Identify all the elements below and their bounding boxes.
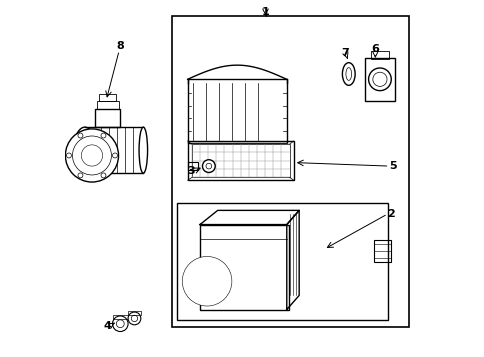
Circle shape bbox=[191, 265, 223, 297]
Bar bbox=[112, 315, 128, 319]
Circle shape bbox=[372, 72, 386, 86]
Bar bbox=[177, 203, 387, 320]
Circle shape bbox=[206, 163, 211, 169]
Circle shape bbox=[78, 133, 83, 138]
Ellipse shape bbox=[84, 144, 106, 167]
Circle shape bbox=[112, 316, 128, 332]
Circle shape bbox=[196, 271, 217, 292]
Bar bbox=[192, 144, 289, 177]
Circle shape bbox=[116, 320, 124, 328]
Bar bbox=[199, 225, 288, 310]
Circle shape bbox=[65, 129, 118, 182]
Text: 3: 3 bbox=[187, 166, 195, 176]
Circle shape bbox=[188, 262, 226, 300]
Circle shape bbox=[368, 68, 391, 91]
Bar bbox=[373, 241, 391, 262]
Bar bbox=[96, 101, 118, 110]
Bar bbox=[370, 51, 388, 59]
Text: 1: 1 bbox=[261, 7, 269, 17]
Bar bbox=[171, 16, 408, 327]
Circle shape bbox=[66, 153, 71, 158]
Bar bbox=[364, 58, 394, 101]
Text: 4: 4 bbox=[104, 321, 112, 331]
Ellipse shape bbox=[345, 67, 351, 80]
Circle shape bbox=[182, 256, 231, 306]
Text: 6: 6 bbox=[371, 44, 378, 54]
Ellipse shape bbox=[342, 63, 354, 85]
Circle shape bbox=[128, 312, 140, 325]
Ellipse shape bbox=[139, 127, 147, 173]
Bar bbox=[187, 162, 197, 170]
Bar bbox=[128, 311, 140, 315]
Ellipse shape bbox=[74, 127, 96, 173]
Bar bbox=[187, 141, 293, 180]
Bar bbox=[95, 110, 120, 127]
Circle shape bbox=[202, 160, 215, 172]
Circle shape bbox=[72, 136, 111, 175]
Text: 7: 7 bbox=[341, 48, 348, 58]
Bar bbox=[187, 79, 286, 143]
Text: 2: 2 bbox=[387, 209, 394, 219]
Circle shape bbox=[131, 315, 137, 322]
Circle shape bbox=[112, 153, 117, 158]
Text: 5: 5 bbox=[389, 161, 396, 171]
Bar bbox=[99, 94, 116, 101]
Circle shape bbox=[101, 173, 106, 178]
Ellipse shape bbox=[78, 134, 91, 166]
Circle shape bbox=[78, 173, 83, 178]
Text: 8: 8 bbox=[116, 41, 124, 51]
Circle shape bbox=[185, 259, 228, 303]
Circle shape bbox=[101, 133, 106, 138]
Ellipse shape bbox=[78, 139, 112, 172]
Circle shape bbox=[81, 145, 103, 166]
